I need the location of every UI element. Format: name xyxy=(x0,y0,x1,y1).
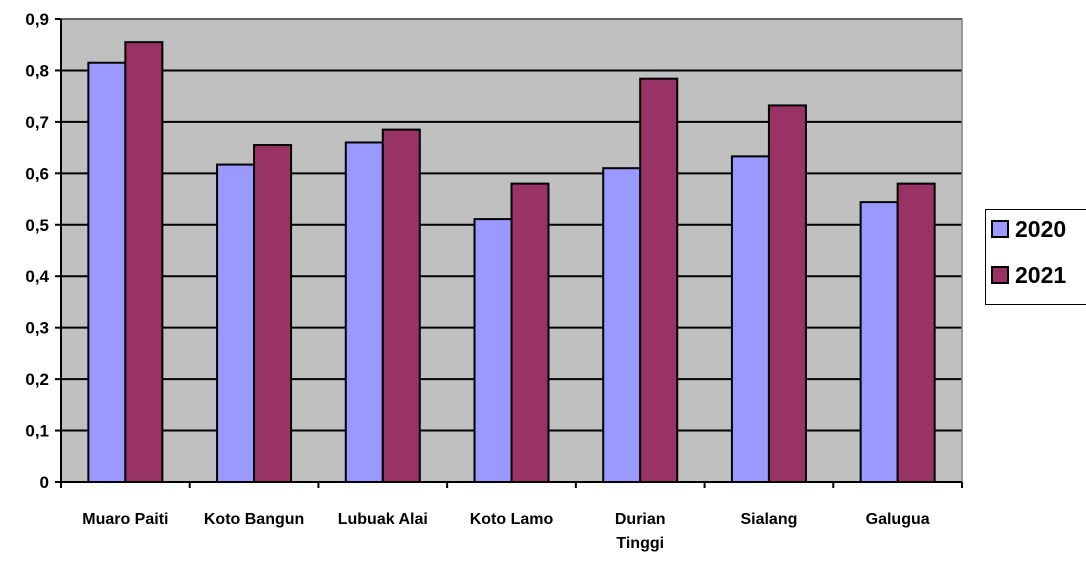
bar-chart: 0 0,1 0,2 0,3 0,4 0,5 0,6 0,7 0,8 0,9 Muaro Paiti K… xyxy=(25,10,963,552)
bar-2020-3 xyxy=(473,218,513,483)
bar-2020-2 xyxy=(344,141,384,483)
y-tick-label: 0 xyxy=(40,473,49,492)
x-tick-label: Tinggi xyxy=(616,535,664,552)
bar-2021-0 xyxy=(124,41,164,484)
bar-2021-6 xyxy=(896,182,936,483)
y-tick-label: 0,3 xyxy=(25,319,49,338)
bar-2020-4 xyxy=(602,167,642,483)
legend-label-2021: 2021 xyxy=(1015,261,1067,288)
y-tick-label: 0,8 xyxy=(25,61,49,80)
legend-item-2020: 2020 xyxy=(991,214,1066,244)
bar-2020-1 xyxy=(216,163,256,484)
bar-2020-6 xyxy=(859,201,899,484)
x-tick-label: Galugua xyxy=(866,511,930,528)
y-tick-label: 0,7 xyxy=(25,113,49,132)
x-tick-label: Koto Bangun xyxy=(204,511,304,528)
bar-2020-5 xyxy=(730,155,770,484)
bar-2021-3 xyxy=(510,182,550,483)
bar-2020-0 xyxy=(87,61,127,483)
x-tick-label: Koto Lamo xyxy=(470,511,554,528)
legend-swatch-2021 xyxy=(991,266,1009,284)
y-tick-label: 0,9 xyxy=(25,10,49,29)
y-tick-label: 0,1 xyxy=(25,422,49,441)
bar-2021-5 xyxy=(767,104,807,483)
legend: 2020 2021 xyxy=(985,209,1086,305)
x-tick-label: Sialang xyxy=(740,511,797,528)
bar-2021-2 xyxy=(381,128,421,483)
y-tick-label: 0,2 xyxy=(25,370,49,389)
x-tick-label: Lubuak Alai xyxy=(338,511,428,528)
bar-2021-4 xyxy=(639,77,679,483)
x-tick-label: Muaro Paiti xyxy=(82,511,168,528)
bar-2021-1 xyxy=(253,144,293,484)
x-tick-label: Durian xyxy=(615,511,666,528)
legend-label-2020: 2020 xyxy=(1015,215,1067,242)
legend-swatch-2020 xyxy=(991,220,1009,238)
y-tick-label: 0,4 xyxy=(25,267,49,286)
legend-item-2021: 2021 xyxy=(991,260,1066,290)
y-tick-label: 0,6 xyxy=(25,164,49,183)
y-tick-label: 0,5 xyxy=(25,216,49,235)
